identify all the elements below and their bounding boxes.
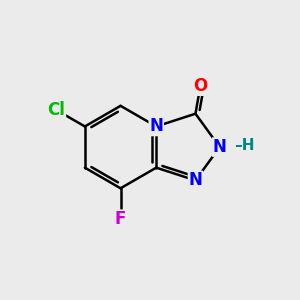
Text: N: N xyxy=(213,138,226,156)
Text: F: F xyxy=(115,210,126,228)
Text: N: N xyxy=(149,117,163,135)
Text: O: O xyxy=(193,77,207,95)
Text: Cl: Cl xyxy=(47,101,65,119)
Text: –H: –H xyxy=(234,138,254,153)
Text: N: N xyxy=(188,171,203,189)
